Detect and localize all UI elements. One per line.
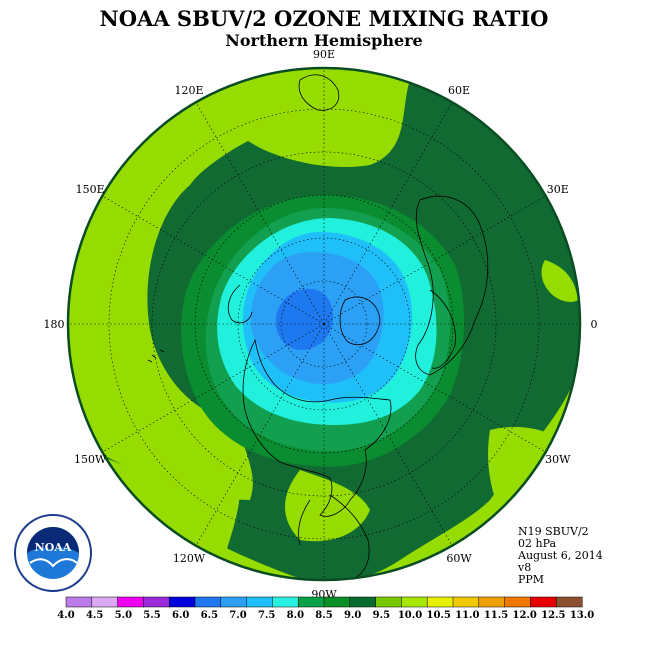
- colorbar-swatch: [168, 596, 196, 608]
- colorbar-swatch: [65, 596, 93, 608]
- logo-text: NOAA: [35, 541, 72, 554]
- colorbar-swatch: [194, 596, 222, 608]
- longitude-label: 120E: [174, 84, 203, 97]
- colorbar-swatch: [117, 596, 144, 608]
- meridian-line: [195, 102, 325, 325]
- lat-circle-70: [237, 237, 411, 411]
- colorbar: 4.0 4.5 5.0 5.5 6.0 6.5 7.0 7.5 8.0 8.5 9.0 9.5 10.0…: [57, 596, 594, 621]
- map-title: NOAA SBUV/2 OZONE MIXING RATIO: [100, 6, 549, 31]
- colorbar-label: 10.0: [398, 610, 422, 621]
- lat-circle-80: [280, 280, 368, 368]
- colorbar-label: 8.5: [315, 610, 332, 621]
- colorbar-label: 11.5: [484, 610, 508, 621]
- coast-north-america: [242, 338, 392, 517]
- region-intrusion-southeast: [488, 427, 560, 510]
- colorbar-label: 10.5: [426, 610, 450, 621]
- colorbar-label: 8.0: [287, 610, 304, 621]
- coast-pacific-islands: [147, 349, 165, 363]
- lat-circle-40: [108, 108, 540, 540]
- colorbar-swatch: [504, 596, 531, 608]
- meridian-line: [323, 102, 453, 325]
- region-6-0: [275, 288, 334, 350]
- colorbar-swatch: [272, 596, 299, 608]
- colorbar-label: 11.0: [455, 610, 479, 621]
- longitude-label: 180: [44, 318, 65, 331]
- region-intrusion-north: [160, 68, 410, 167]
- meridian-line: [323, 323, 546, 453]
- longitude-label: 150W: [74, 453, 107, 466]
- info-block: N19 SBUV/2 02 hPa August 6, 2014 v8 PPM: [517, 525, 603, 586]
- meridian-lines: [68, 68, 580, 580]
- colorbar-swatch: [297, 596, 325, 608]
- info-date: August 6, 2014: [517, 549, 603, 562]
- coast-alaska: [227, 284, 253, 324]
- meridian-line: [195, 323, 325, 546]
- colorbar-label: 6.5: [201, 610, 218, 621]
- longitude-label: 150E: [76, 183, 105, 196]
- longitude-label: 30W: [545, 453, 571, 466]
- colorbar-label: 12.0: [512, 610, 536, 621]
- longitude-label: 30E: [547, 183, 569, 196]
- colorbar-label: 7.0: [229, 610, 246, 621]
- colorbar-swatch: [246, 596, 273, 608]
- colorbar-swatch: [426, 596, 454, 608]
- colorbar-label: 4.5: [86, 610, 103, 621]
- colorbar-label: 9.5: [373, 610, 390, 621]
- info-level: 02 hPa: [518, 537, 556, 550]
- map-subtitle: Northern Hemisphere: [225, 31, 422, 50]
- coast-eurasia: [415, 195, 489, 376]
- colorbar-swatch: [401, 596, 428, 608]
- colorbar-label: 9.0: [344, 610, 361, 621]
- colorbar-swatch: [220, 596, 248, 608]
- coast-caribbean: [298, 499, 311, 546]
- coast-greenland: [339, 296, 381, 346]
- colorbar-label: 6.0: [172, 610, 189, 621]
- ozone-field: [68, 68, 580, 580]
- coast-south-america: [329, 494, 370, 580]
- coastlines: [147, 74, 489, 580]
- longitude-label: 120W: [173, 552, 206, 565]
- longitude-label: 60W: [446, 552, 472, 565]
- meridian-line: [102, 195, 325, 325]
- longitude-label: 90E: [313, 48, 335, 61]
- colorbar-swatch: [91, 596, 119, 608]
- hemisphere-outline: [66, 66, 582, 582]
- info-units: PPM: [518, 573, 544, 586]
- colorbar-swatch: [375, 596, 402, 608]
- meridian-line: [323, 323, 453, 546]
- meridian-line: [102, 323, 325, 453]
- info-instrument: N19 SBUV/2: [518, 525, 589, 538]
- region-intrusion-east: [541, 260, 578, 302]
- colorbar-swatch: [452, 596, 480, 608]
- colorbar-label: 7.5: [258, 610, 275, 621]
- colorbar-swatch: [323, 596, 351, 608]
- colorbar-swatch: [478, 596, 506, 608]
- longitude-label: 60E: [448, 84, 470, 97]
- colorbar-label: 5.0: [115, 610, 132, 621]
- colorbar-label: 4.0: [57, 610, 74, 621]
- colorbar-swatch: [530, 596, 557, 608]
- colorbar-label: 12.5: [541, 610, 565, 621]
- colorbar-swatch: [143, 596, 170, 608]
- noaa-logo: NOAA: [14, 514, 92, 592]
- longitude-label: 0: [591, 318, 598, 331]
- colorbar-swatch: [349, 596, 377, 608]
- coast-asia-east: [298, 74, 340, 111]
- info-version: v8: [517, 561, 531, 574]
- colorbar-label: 13.0: [570, 610, 594, 621]
- coast-europe-africa: [429, 289, 456, 369]
- colorbar-label: 5.5: [143, 610, 160, 621]
- colorbar-swatch: [555, 596, 583, 608]
- meridian-line: [323, 195, 546, 325]
